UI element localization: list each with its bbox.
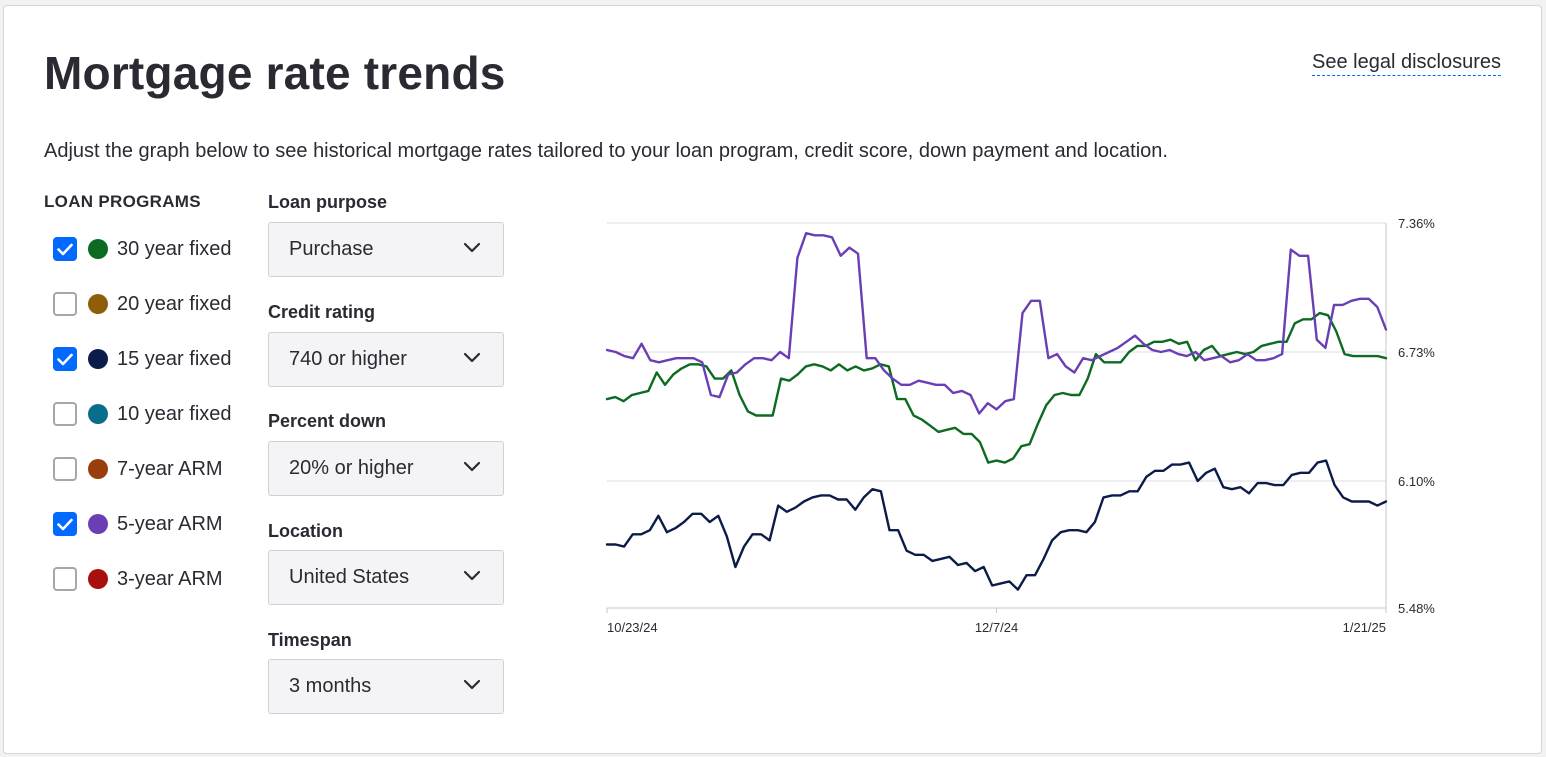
checkbox[interactable] bbox=[53, 292, 77, 316]
series-line-30-year-fixed bbox=[605, 311, 1388, 464]
loan-program-label: 20 year fixed bbox=[117, 292, 232, 315]
y-tick-label: 5.48% bbox=[1398, 601, 1435, 616]
series-color-dot bbox=[88, 349, 108, 369]
loan-program-label: 5-year ARM bbox=[117, 512, 223, 535]
percent-down-value: 20% or higher bbox=[289, 457, 414, 479]
series-color-dot bbox=[88, 404, 108, 424]
x-tick-label: 12/7/24 bbox=[975, 620, 1018, 635]
loan-program-7-year-arm[interactable]: 7-year ARM bbox=[53, 454, 223, 484]
series-line-5-year-arm bbox=[605, 232, 1388, 415]
series-line-15-year-fixed bbox=[605, 459, 1388, 591]
y-tick-label: 6.73% bbox=[1398, 345, 1435, 360]
loan-program-5-year-arm[interactable]: 5-year ARM bbox=[53, 509, 223, 539]
checkbox[interactable] bbox=[53, 512, 77, 536]
series-color-dot bbox=[88, 459, 108, 479]
mortgage-rate-card: Mortgage rate trends See legal disclosur… bbox=[3, 5, 1542, 754]
timespan-value: 3 months bbox=[289, 675, 372, 697]
x-tick-label: 10/23/24 bbox=[607, 620, 658, 635]
loan-program-label: 30 year fixed bbox=[117, 237, 232, 260]
chevron-down-icon bbox=[463, 679, 481, 690]
mortgage-rate-chart[interactable]: 7.36% 6.73% 6.10% 5.48% 10/23/24 12/7/24 1/21/… bbox=[604, 211, 1464, 641]
credit-rating-value: 740 or higher bbox=[289, 348, 407, 370]
loan-purpose-select[interactable]: Purchase bbox=[268, 222, 504, 277]
location-value: United States bbox=[289, 566, 410, 588]
chevron-down-icon bbox=[463, 570, 481, 581]
chevron-down-icon bbox=[463, 352, 481, 363]
timespan-select[interactable]: 3 months bbox=[268, 659, 504, 714]
timespan-label: Timespan bbox=[268, 630, 352, 650]
checkmark-icon bbox=[57, 353, 73, 365]
series-color-dot bbox=[88, 294, 108, 314]
checkmark-icon bbox=[57, 243, 73, 255]
checkbox[interactable] bbox=[53, 347, 77, 371]
series-color-dot bbox=[88, 514, 108, 534]
loan-program-label: 7-year ARM bbox=[117, 457, 223, 480]
chevron-down-icon bbox=[463, 242, 481, 253]
x-tick-label: 1/21/25 bbox=[1343, 620, 1386, 635]
location-select[interactable]: United States bbox=[268, 550, 504, 605]
loan-program-10-year-fixed[interactable]: 10 year fixed bbox=[53, 399, 232, 429]
legal-disclosures-link[interactable]: See legal disclosures bbox=[1312, 51, 1501, 76]
loan-program-label: 10 year fixed bbox=[117, 402, 232, 425]
loan-programs-heading: LOAN PROGRAMS bbox=[44, 192, 201, 211]
location-label: Location bbox=[268, 521, 343, 541]
loan-program-label: 15 year fixed bbox=[117, 347, 232, 370]
chevron-down-icon bbox=[463, 461, 481, 472]
loan-purpose-label: Loan purpose bbox=[268, 192, 388, 212]
page-subtitle: Adjust the graph below to see historical… bbox=[44, 140, 1168, 162]
loan-program-3-year-arm[interactable]: 3-year ARM bbox=[53, 564, 223, 594]
y-tick-label: 6.10% bbox=[1398, 474, 1435, 489]
percent-down-label: Percent down bbox=[268, 411, 387, 431]
series-color-dot bbox=[88, 239, 108, 259]
checkbox[interactable] bbox=[53, 567, 77, 591]
loan-program-15-year-fixed[interactable]: 15 year fixed bbox=[53, 344, 232, 374]
y-tick-label: 7.36% bbox=[1398, 216, 1435, 231]
credit-rating-select[interactable]: 740 or higher bbox=[268, 332, 504, 387]
loan-program-30-year-fixed[interactable]: 30 year fixed bbox=[53, 234, 232, 264]
loan-purpose-value: Purchase bbox=[289, 238, 374, 260]
percent-down-select[interactable]: 20% or higher bbox=[268, 441, 504, 496]
credit-rating-label: Credit rating bbox=[268, 302, 376, 322]
series-color-dot bbox=[88, 569, 108, 589]
page-title: Mortgage rate trends bbox=[44, 47, 506, 99]
checkbox[interactable] bbox=[53, 457, 77, 481]
checkbox[interactable] bbox=[53, 402, 77, 426]
checkmark-icon bbox=[57, 518, 73, 530]
checkbox[interactable] bbox=[53, 237, 77, 261]
loan-program-20-year-fixed[interactable]: 20 year fixed bbox=[53, 289, 232, 319]
loan-program-label: 3-year ARM bbox=[117, 567, 223, 590]
